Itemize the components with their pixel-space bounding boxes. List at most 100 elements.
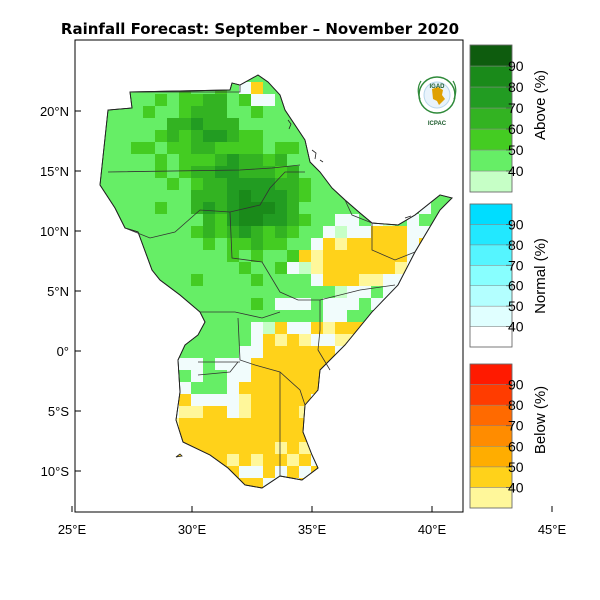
forecast-cell [215,166,227,178]
forecast-cell [143,142,155,154]
forecast-cell [143,166,155,178]
forecast-cell [383,262,395,274]
forecast-cell [323,190,335,202]
forecast-cell [191,154,203,166]
forecast-cell [323,250,335,262]
legend-label: 50 [508,298,524,314]
forecast-cell [275,322,287,334]
forecast-cell [203,418,215,430]
forecast-cell [263,334,275,346]
forecast-cell [347,238,359,250]
legend-label: 50 [508,459,524,475]
forecast-cell [155,250,167,262]
forecast-cell [311,262,323,274]
forecast-cell [227,118,239,130]
forecast-cell [167,154,179,166]
forecast-cell [251,394,263,406]
forecast-cell [239,178,251,190]
forecast-cell [155,130,167,142]
forecast-cell [155,94,167,106]
forecast-cell [203,298,215,310]
forecast-cell [227,298,239,310]
forecast-cell [263,442,275,454]
forecast-cell [227,418,239,430]
forecast-cell [239,442,251,454]
lon-tick-label: 35°E [298,522,327,537]
forecast-cell [191,238,203,250]
forecast-cell [251,202,263,214]
forecast-cell [263,142,275,154]
forecast-cell [287,178,299,190]
forecast-cell [191,190,203,202]
forecast-cell [263,454,275,466]
forecast-cell [167,238,179,250]
islands [175,119,412,458]
forecast-cell [287,346,299,358]
forecast-cell [239,310,251,322]
forecast-cell [179,214,191,226]
forecast-cell [143,154,155,166]
forecast-cell [371,274,383,286]
forecast-cell [179,226,191,238]
forecast-cell [371,286,383,298]
forecast-cell [275,454,287,466]
forecast-cell [311,358,323,370]
forecast-cell [347,262,359,274]
forecast-cell [227,226,239,238]
forecast-cell [263,214,275,226]
legend-below: 40 50 60 70 80 90 Below (%) [469,363,549,509]
forecast-cell [251,358,263,370]
forecast-cell [251,274,263,286]
forecast-cell [191,130,203,142]
forecast-cell [275,442,287,454]
forecast-cell [107,154,119,166]
forecast-cell [287,370,299,382]
forecast-cell [227,334,239,346]
forecast-cell [323,202,335,214]
legend-label: 80 [508,79,524,95]
forecast-cell [239,118,251,130]
forecast-cell [155,178,167,190]
forecast-cell [359,262,371,274]
forecast-cell [107,130,119,142]
forecast-cell [263,154,275,166]
forecast-cell [299,154,311,166]
forecast-cell [143,106,155,118]
forecast-cell [215,190,227,202]
forecast-cell [359,274,371,286]
forecast-cell [263,262,275,274]
forecast-cell [251,118,263,130]
forecast-cell [191,346,203,358]
forecast-cell [227,130,239,142]
legend-border [469,44,513,193]
forecast-cell [251,82,263,94]
forecast-cell [131,142,143,154]
forecast-cell [311,178,323,190]
forecast-cell [203,226,215,238]
forecast-cell [383,238,395,250]
forecast-cell [275,214,287,226]
lat-tick-label: 10°S [41,464,70,479]
forecast-cell [215,370,227,382]
logo-bottom-text: ICPAC [428,121,447,127]
forecast-cell [203,322,215,334]
forecast-cell [311,214,323,226]
forecast-cell [287,382,299,394]
legend-label: 60 [508,278,524,294]
forecast-cell [215,418,227,430]
forecast-cell [191,418,203,430]
forecast-cell [143,214,155,226]
legend-swatch [469,170,513,193]
forecast-cell [263,430,275,442]
forecast-cell [287,274,299,286]
forecast-cell [167,250,179,262]
forecast-cell [227,166,239,178]
forecast-cell [239,262,251,274]
forecast-cell [215,322,227,334]
forecast-cell [131,130,143,142]
forecast-cell [239,454,251,466]
forecast-cell [203,358,215,370]
forecast-cell [215,346,227,358]
forecast-cell [335,322,347,334]
forecast-cell [203,334,215,346]
